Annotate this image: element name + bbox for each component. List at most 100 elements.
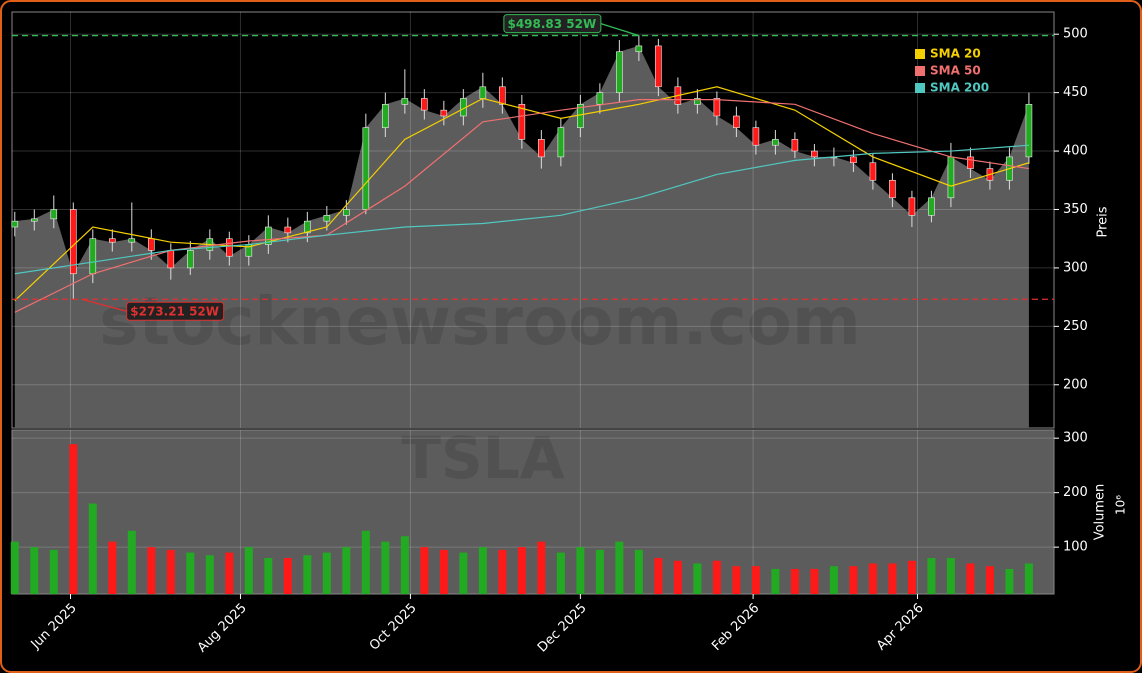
candle-body xyxy=(362,127,370,210)
annotation-arrow xyxy=(81,298,127,312)
candle-body xyxy=(791,139,799,152)
volume-bar xyxy=(322,552,331,594)
volume-bar xyxy=(49,549,58,594)
candle-body xyxy=(752,127,760,146)
volume-bar xyxy=(244,547,253,594)
y-tick-label: 450 xyxy=(1063,85,1088,100)
candle-body xyxy=(635,45,643,53)
volume-bar xyxy=(264,558,273,594)
candle-body xyxy=(69,209,77,275)
y2-axis-label: Volumen xyxy=(1093,484,1108,541)
annotation-label: $273.21 52W xyxy=(130,305,219,319)
candle-body xyxy=(616,51,623,93)
candle-body xyxy=(869,162,877,181)
volume-bar xyxy=(1005,568,1014,594)
symbol-watermark: TSLA xyxy=(401,424,564,492)
candle-body xyxy=(928,197,935,216)
volume-bar xyxy=(127,530,136,594)
y-tick-label: 500 xyxy=(1063,27,1088,42)
volume-bar xyxy=(790,568,799,594)
volume-bar xyxy=(205,555,214,594)
volume-bar xyxy=(108,541,117,594)
y-tick-label: 300 xyxy=(1063,260,1088,275)
volume-bar xyxy=(673,560,682,594)
legend-swatch xyxy=(915,83,925,93)
volume-bar xyxy=(225,552,234,594)
candle-body xyxy=(1025,104,1033,158)
volume-bar xyxy=(693,563,702,594)
volume-bar xyxy=(459,552,468,594)
volume-bar xyxy=(10,541,19,594)
y2-axis-unit: 10⁶ xyxy=(1114,495,1128,515)
volume-bar xyxy=(381,541,390,594)
volume-bar xyxy=(30,547,39,594)
legend-swatch xyxy=(915,66,925,76)
volume-bar xyxy=(966,563,975,594)
candle-body xyxy=(148,238,155,251)
candle-body xyxy=(479,86,487,99)
volume-bar xyxy=(186,552,195,594)
annotation-box xyxy=(503,14,602,34)
volume-bar xyxy=(868,563,877,594)
candle-body xyxy=(421,98,428,111)
annotation-box xyxy=(126,301,225,321)
volume-bar xyxy=(361,530,370,594)
volume-bar xyxy=(732,566,741,594)
candle-body xyxy=(557,127,565,158)
candle-body xyxy=(265,226,272,245)
volume-bar xyxy=(751,566,760,594)
legend-label: SMA 50 xyxy=(930,64,981,78)
volume-bar xyxy=(849,566,858,594)
y-tick-label: 350 xyxy=(1063,202,1088,217)
volume-bar xyxy=(595,549,604,594)
annotation-label: $498.83 52W xyxy=(507,17,596,31)
candle-body xyxy=(226,238,233,257)
volume-bar xyxy=(946,558,955,594)
candle-body xyxy=(304,220,311,234)
y-axis-label: Preis xyxy=(1096,206,1111,237)
candle-body xyxy=(167,250,175,269)
candle-body xyxy=(577,104,584,128)
volume-bar xyxy=(166,549,175,594)
volume-bar xyxy=(420,547,429,594)
candle-body xyxy=(908,197,916,216)
volume-bar xyxy=(478,547,487,594)
volume-bar xyxy=(654,558,663,594)
watermark: stocknewsroom.com xyxy=(99,283,861,360)
volume-bar xyxy=(147,547,156,594)
candle-body xyxy=(128,238,136,243)
candle-body xyxy=(694,98,701,105)
volume-bar xyxy=(810,568,819,594)
candle-body xyxy=(11,220,19,228)
volume-bar xyxy=(498,549,507,594)
candle-body xyxy=(889,179,896,199)
candle-body xyxy=(343,209,350,216)
volume-bar xyxy=(771,568,780,594)
candle-body xyxy=(440,109,448,117)
volume-bar xyxy=(927,558,936,594)
candle-body xyxy=(382,104,389,128)
candle-body xyxy=(30,218,38,222)
candle-body xyxy=(538,139,545,158)
volume-bar xyxy=(985,566,994,594)
candle-body xyxy=(108,238,116,243)
candle-body xyxy=(284,226,292,234)
volume-bar xyxy=(69,444,78,594)
legend-label: SMA 200 xyxy=(930,81,989,95)
volume-bar xyxy=(303,555,312,594)
candle-body xyxy=(187,250,194,269)
candle-body xyxy=(499,86,506,105)
volume-bar xyxy=(439,549,448,594)
candle-body xyxy=(518,104,526,140)
volume-bar xyxy=(342,547,351,594)
volume-bar xyxy=(537,541,546,594)
volume-bar xyxy=(88,503,97,594)
sma-line xyxy=(14,144,1029,275)
candle-body xyxy=(655,45,662,88)
y-tick-label: 200 xyxy=(1063,377,1088,392)
candle-body xyxy=(850,156,857,164)
volume-bar xyxy=(615,541,624,594)
candle-body xyxy=(713,98,721,117)
y2-tick-label: 200 xyxy=(1063,485,1088,500)
